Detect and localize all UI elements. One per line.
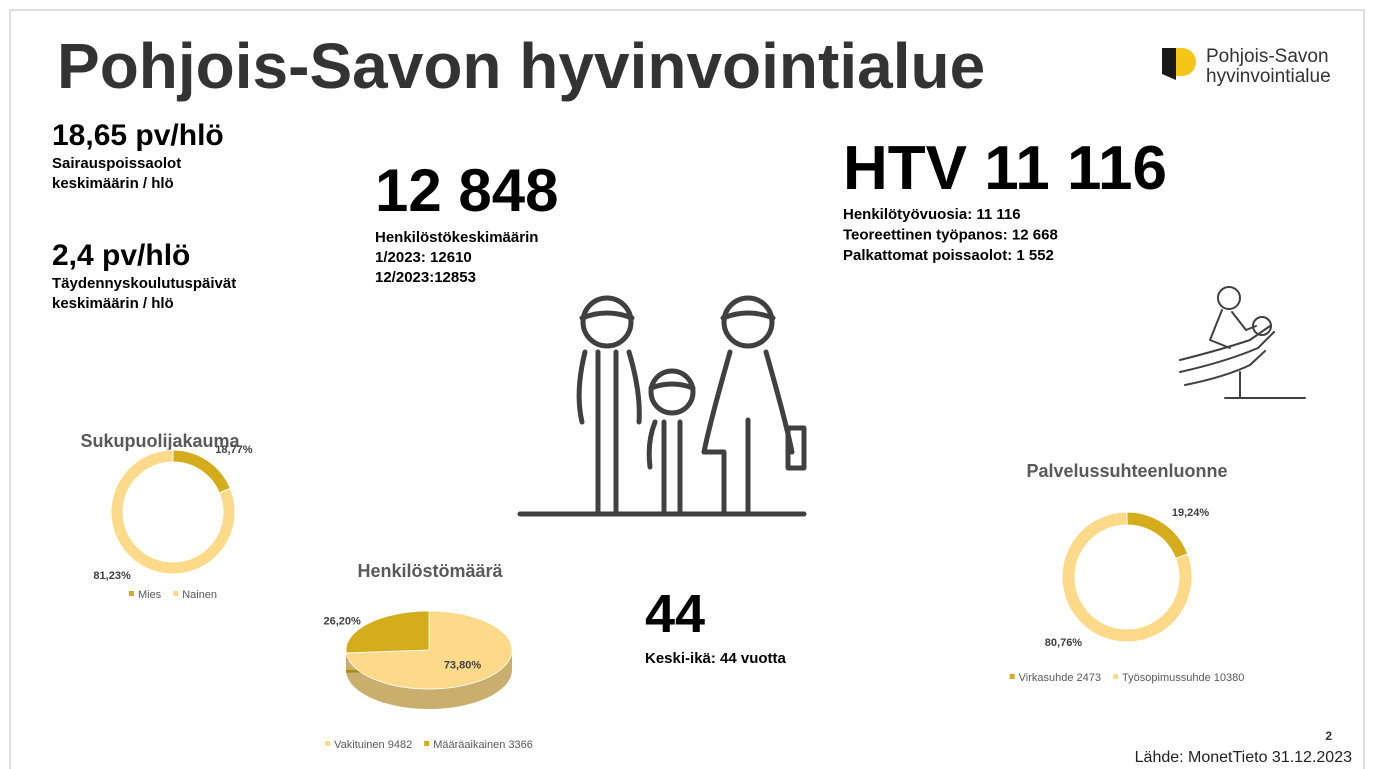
donut-slice: [110, 449, 236, 575]
legend-label: Vakituinen 9482: [334, 739, 412, 751]
legend-label: Virkasuhde 2473: [1019, 672, 1101, 684]
data-label: 19,24%: [1172, 507, 1210, 519]
stat-line: Henkilötyövuosia: 11 116: [843, 206, 1021, 223]
legend-swatch: [325, 741, 331, 746]
stat-line: 12/2023:12853: [375, 269, 476, 286]
legend: Vakituinen 9482 Määräaikainen 3366: [325, 739, 533, 751]
logo-text: Pohjois-Savon: [1206, 46, 1329, 67]
legend: Mies Nainen: [128, 589, 217, 601]
legend-label: Määräaikainen 3366: [433, 739, 533, 751]
family-icon: [517, 295, 807, 517]
legend-swatch: [1113, 674, 1119, 679]
pie-slice: [345, 610, 430, 654]
chart-title: Palvelussuhteenluonne: [1026, 461, 1227, 481]
logo: Pohjois-Savon hyvinvointialue: [1162, 46, 1331, 87]
stat-headline: 18,65 pv/hlö: [52, 119, 224, 152]
source-note: Lähde: MonetTieto 31.12.2023: [1135, 749, 1352, 766]
slide-title: Pohjois-Savon hyvinvointialue: [57, 30, 985, 102]
stat-line: Palkattomat poissaolot: 1 552: [843, 247, 1054, 264]
stat-line: Täydennyskoulutuspäivät: [52, 275, 236, 292]
stats: 18,65 pv/hlö Sairauspoissaolot keskimäärin…: [52, 119, 1167, 667]
stat-line: Teoreettinen työpanos: 12 668: [843, 227, 1058, 244]
stat-headline: 2,4 pv/hlö: [52, 239, 190, 272]
data-label: 73,80%: [444, 660, 482, 672]
chart-title: Henkilöstömäärä: [357, 561, 503, 581]
page-number: 2: [1325, 729, 1332, 743]
stat-line: keskimäärin / hlö: [52, 175, 174, 192]
stat-headline: 12 848: [375, 157, 559, 224]
legend-swatch: [173, 591, 179, 596]
data-label: 81,23%: [93, 570, 131, 582]
legend: Virkasuhde 2473 Työsopimussuhde 10380: [1009, 672, 1244, 684]
stat-line: 1/2023: 12610: [375, 249, 472, 266]
stat-line: Henkilöstökeskimäärin: [375, 229, 538, 246]
logo-mark-yellow: [1176, 48, 1196, 76]
dental-icon: [1179, 286, 1306, 399]
legend-label: Nainen: [182, 589, 217, 601]
data-label: 26,20%: [324, 615, 362, 627]
data-label: 80,76%: [1045, 637, 1083, 649]
slide-frame: [9, 9, 1365, 769]
donut-slice: [1061, 511, 1193, 643]
legend-swatch: [424, 741, 430, 746]
legend-swatch: [1009, 674, 1015, 679]
legend-label: Mies: [138, 589, 162, 601]
chart-title: Sukupuolijakauma: [80, 431, 240, 451]
stat-headline: HTV 11 116: [843, 134, 1167, 203]
legend-label: Työsopimussuhde 10380: [1122, 672, 1244, 684]
stat-line: Sairauspoissaolot: [52, 155, 181, 172]
logo-mark-dark: [1162, 48, 1176, 80]
stat-line: Keski-ikä: 44 vuotta: [645, 650, 787, 667]
logo-text: hyvinvointialue: [1206, 66, 1331, 87]
stat-line: keskimäärin / hlö: [52, 295, 174, 312]
stat-headline: 44: [645, 584, 705, 644]
legend-swatch: [128, 591, 134, 596]
data-label: 18,77%: [215, 444, 253, 456]
